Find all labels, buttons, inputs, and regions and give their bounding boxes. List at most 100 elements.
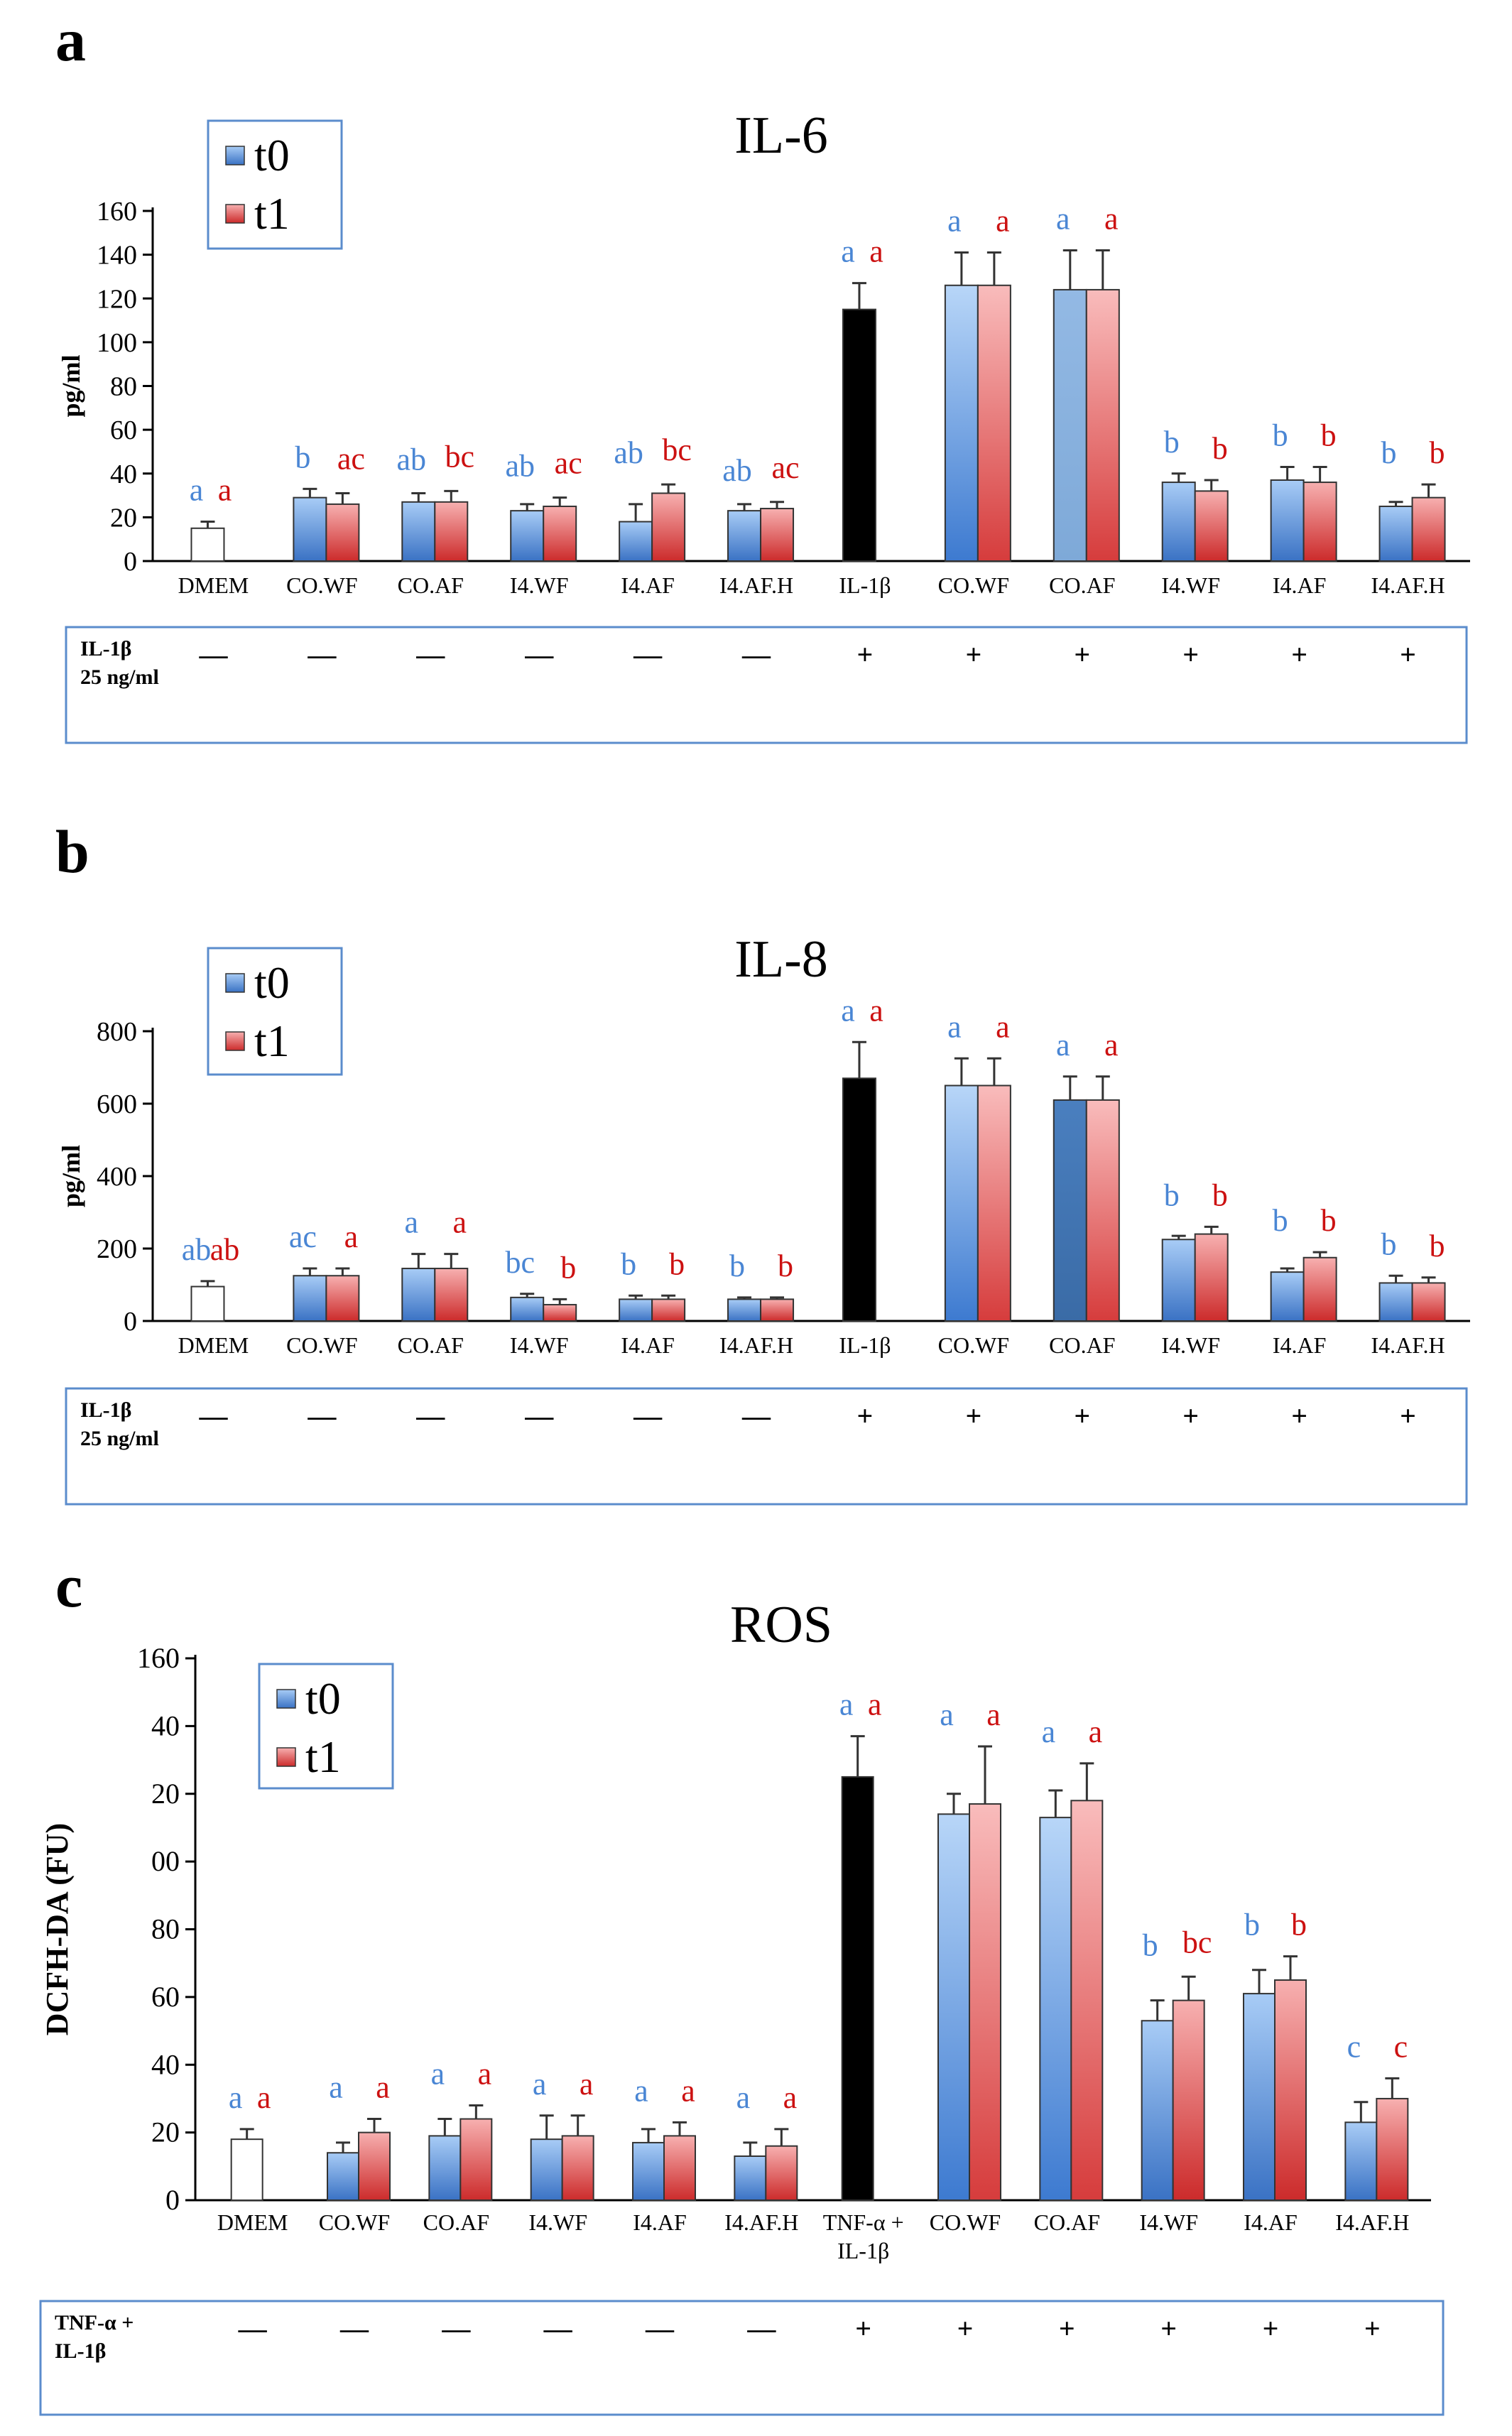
x-tick-label: CO.AF (1034, 2209, 1100, 2235)
sig-label-t1: a (344, 1219, 359, 1254)
sig-label-t0: ac (289, 1219, 317, 1254)
treatment-mark: — (198, 638, 228, 670)
bar-t0 (632, 2141, 665, 2201)
treatment-mark: + (1364, 2312, 1381, 2344)
sig-label-t0: b (1164, 1178, 1180, 1212)
y-tick-label: 20 (151, 1778, 180, 1810)
treatment-mark: + (855, 2312, 871, 2344)
x-tick-label: I4.AF (621, 1332, 675, 1358)
legend-swatch-t1 (225, 1031, 245, 1051)
treatment-mark: — (238, 2312, 268, 2344)
treatment-mark: — (633, 638, 663, 670)
bar-group: b bc (1141, 1925, 1212, 2202)
x-tick-label: I4.AF.H (719, 572, 793, 598)
sig-label-t1: bc (662, 433, 692, 467)
bar-black (842, 1077, 876, 1322)
treatment-mark: + (965, 638, 981, 670)
chart-title: IL-6 (734, 107, 828, 165)
bar-t1 (1194, 490, 1229, 562)
bar-t0 (944, 284, 979, 562)
sig-label-t1: a (580, 2067, 594, 2101)
bar-t0 (727, 1298, 762, 1322)
bar-t1 (1411, 496, 1446, 562)
sig-label-t1: b (669, 1246, 685, 1281)
sig-label-t0: ab (397, 442, 427, 477)
x-tick-label: I4.AF (621, 572, 675, 598)
y-tick-label: 80 (110, 372, 137, 402)
treatment-mark: — (524, 1400, 554, 1432)
bar-t1 (543, 1304, 577, 1322)
y-tick-label: 60 (110, 415, 137, 445)
bar-t0 (401, 1268, 436, 1322)
y-tick-label: 40 (110, 460, 137, 489)
bar-t1 (760, 508, 795, 562)
sig-label-t0: a (940, 1697, 954, 1732)
bar-white (230, 2138, 263, 2202)
bar-t1 (434, 501, 469, 562)
x-tick-label: IL-1β (839, 572, 891, 598)
bar-t0 (401, 501, 436, 562)
treatment-mark: + (1400, 638, 1416, 670)
bar-t1 (1302, 1256, 1337, 1322)
legend-label-t0: t0 (305, 1673, 341, 1724)
x-tick-label: CO.AF (398, 572, 464, 598)
bar-group: ab bc (614, 433, 692, 562)
sig-label-t1: a (986, 1697, 1001, 1732)
sig-label-t1: a (869, 993, 883, 1028)
chart-title: IL-8 (734, 930, 828, 989)
bar-t1 (358, 2131, 391, 2201)
sig-label-t0: b (1244, 1908, 1260, 1942)
y-tick-label: 160 (97, 197, 137, 227)
legend-swatch-t0 (225, 146, 245, 165)
bar-t1 (1376, 2097, 1409, 2201)
x-tick-label: DMEM (178, 1332, 249, 1358)
sig-label-t1: b (1291, 1908, 1307, 1942)
sig-label-t1: bc (445, 439, 475, 474)
bar-t0 (327, 2152, 359, 2202)
panel-letter: a (55, 6, 86, 74)
x-tick-label: I4.AF.H (1371, 572, 1445, 598)
treatment-mark: — (633, 1400, 663, 1432)
bar-t0 (727, 510, 762, 562)
bar-t1 (1085, 288, 1120, 562)
x-tick-label: CO.WF (930, 2209, 1001, 2235)
panel-letter: b (55, 817, 89, 886)
sig-label-t1: a (681, 2073, 695, 2108)
legend-label-t1: t1 (254, 1016, 290, 1066)
sig-label-t0: b (1381, 435, 1397, 470)
bar-t0 (1161, 1239, 1196, 1322)
bar-t1 (561, 2135, 594, 2202)
sig-label-t0: c (1347, 2029, 1361, 2064)
bar-t1 (651, 1298, 686, 1322)
legend-box (258, 1663, 394, 1790)
treatment-mark: + (1291, 1400, 1307, 1432)
treatment-box (65, 626, 1468, 744)
sig-label-t0: a (229, 2080, 243, 2115)
bar-t0 (428, 2135, 462, 2202)
x-tick-label: DMEM (178, 572, 249, 598)
treatment-label: IL-1β (80, 637, 131, 660)
y-tick-label: 200 (97, 1234, 137, 1264)
sig-label-t0: a (533, 2067, 547, 2101)
y-tick-label: 100 (97, 328, 137, 358)
sig-label-t0: b (1164, 425, 1180, 460)
legend-swatch-t0 (225, 973, 245, 993)
x-tick-label: IL-1β (839, 1332, 891, 1358)
x-tick-label: I4.AF (1273, 1332, 1327, 1358)
bar-t0 (510, 1296, 545, 1322)
treatment-mark: + (1291, 638, 1307, 670)
y-tick-label: 0 (124, 1307, 137, 1337)
bar-t0 (944, 1084, 979, 1322)
sig-label-t0: a (947, 204, 962, 239)
sig-label-t1: a (1104, 1028, 1119, 1062)
